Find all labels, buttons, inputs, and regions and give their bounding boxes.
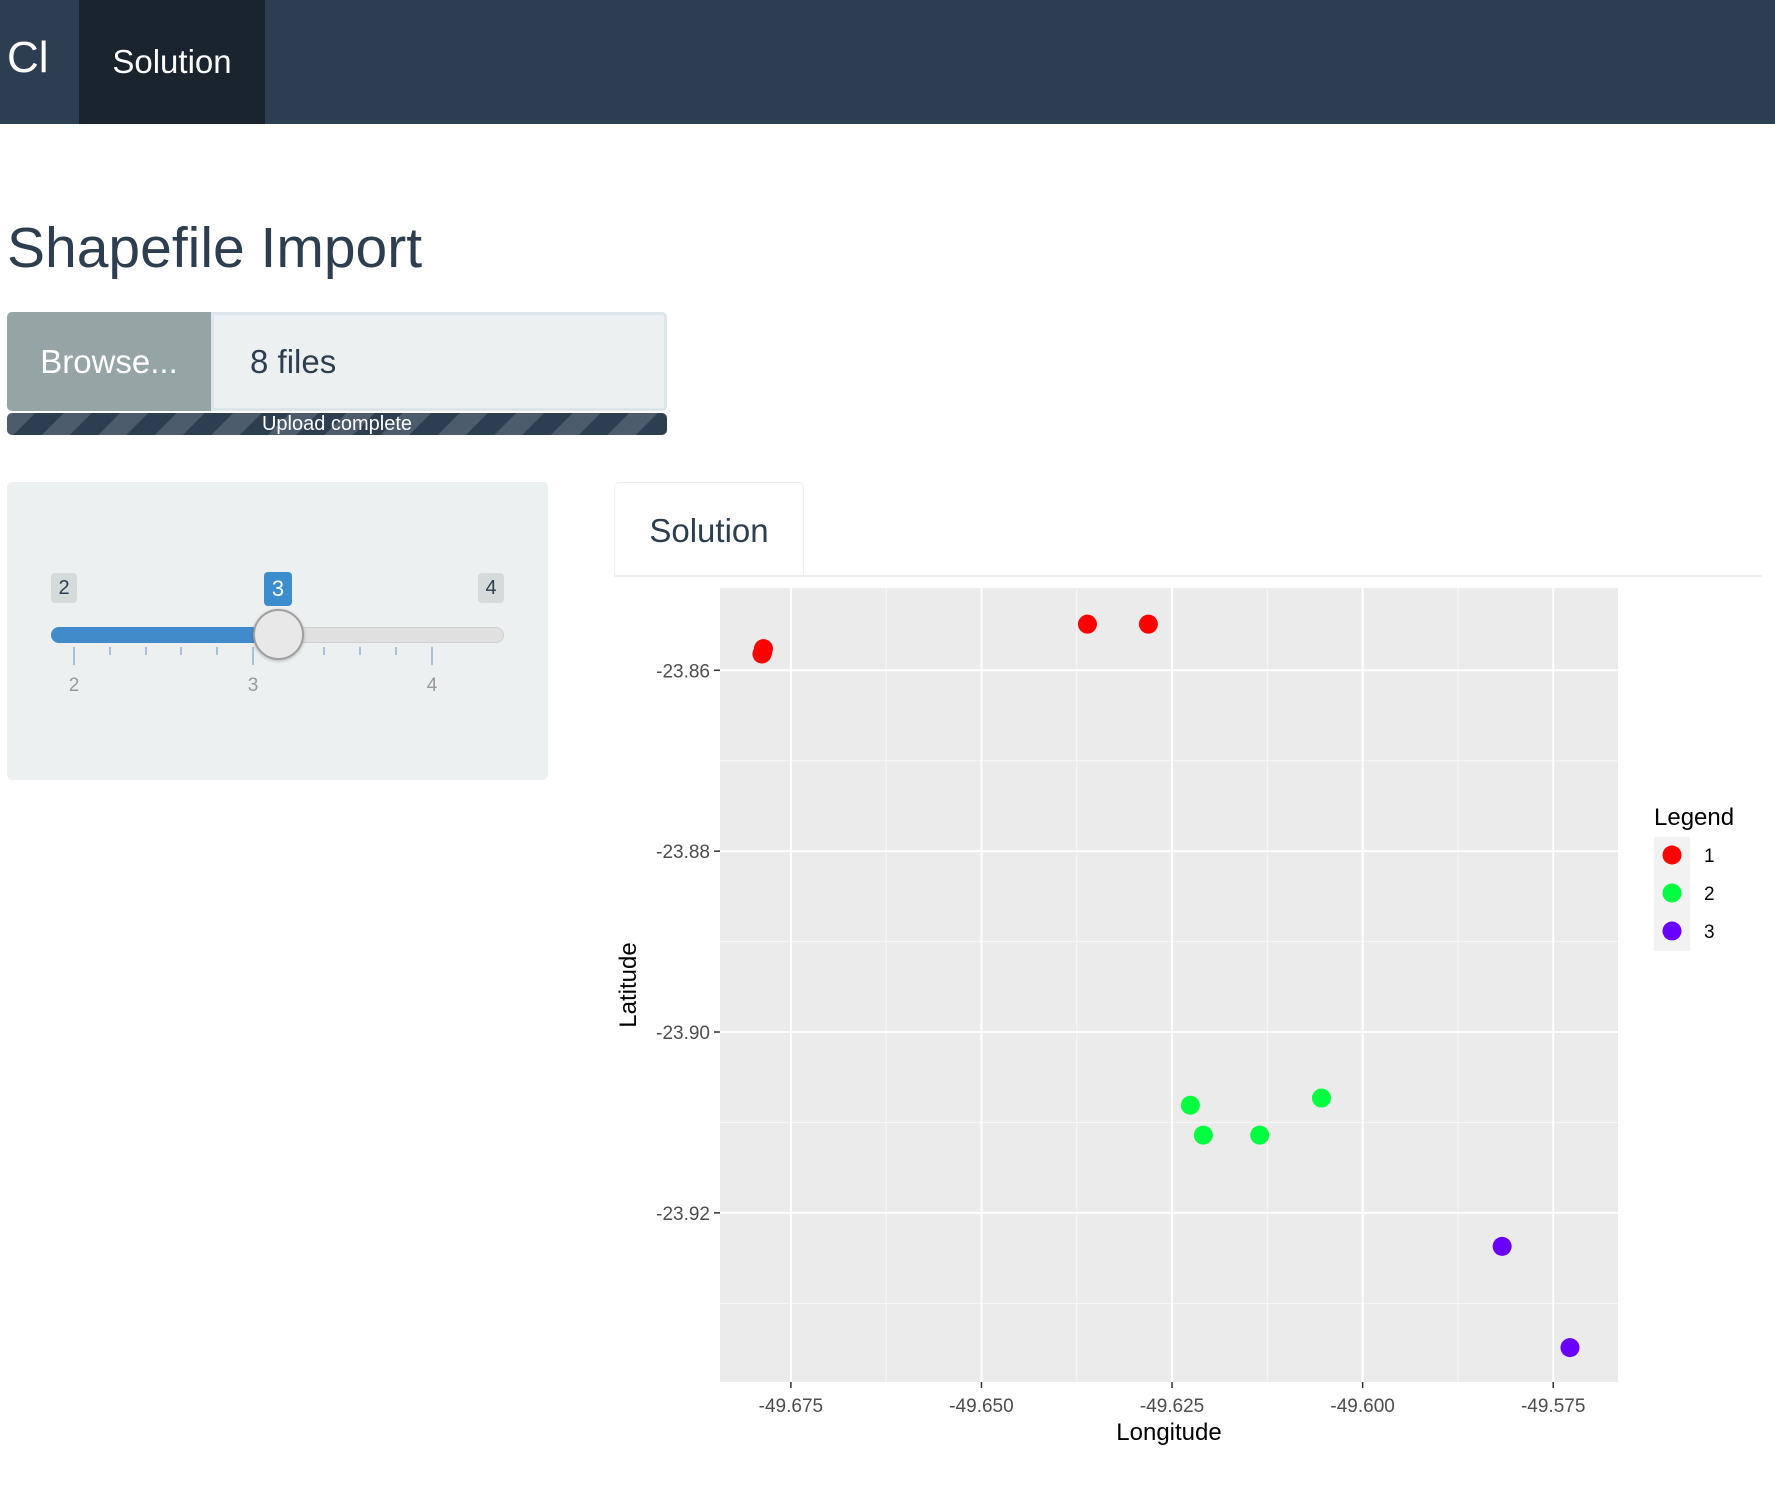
x-tick-label: -49.600 — [1330, 1396, 1394, 1417]
data-point — [1250, 1125, 1270, 1145]
x-tick-label: -49.575 — [1521, 1396, 1585, 1417]
data-point — [753, 642, 773, 662]
navbar: Cl Solution — [0, 0, 1775, 124]
x-tick-label: -49.650 — [949, 1396, 1013, 1417]
plot-panel — [720, 588, 1618, 1382]
slider-max-label: 4 — [478, 573, 504, 603]
file-name-field: 8 files — [211, 312, 667, 411]
legend-label: 3 — [1704, 922, 1715, 943]
y-tick-label: -23.86 — [656, 661, 710, 682]
slider-min-label: 2 — [51, 573, 77, 603]
nav-tab-solution[interactable]: Solution — [79, 0, 265, 124]
data-point — [1077, 614, 1097, 634]
app-brand[interactable]: Cl — [7, 33, 49, 82]
sidebar-panel: 2 4 2 3 4 3 — [7, 482, 548, 780]
legend-title: Legend — [1654, 804, 1734, 831]
slider-fill-bar — [51, 627, 279, 643]
legend-key — [1662, 883, 1682, 903]
x-tick-label: -49.675 — [759, 1396, 823, 1417]
legend-key — [1662, 921, 1682, 941]
slider-tick-label: 2 — [68, 675, 80, 696]
scatter-plot: -49.675 -49.650 -49.625 -49.600 -49.575 -23.8… — [615, 588, 1734, 1446]
upload-progress-bar: Upload complete — [7, 413, 667, 435]
y-tick-label: -23.90 — [656, 1023, 710, 1044]
slider-handle[interactable] — [253, 609, 304, 660]
page-title: Shapefile Import — [7, 216, 423, 280]
data-point — [1560, 1338, 1580, 1358]
tab-divider — [614, 575, 1762, 577]
x-tick-label: -49.625 — [1140, 1396, 1204, 1417]
x-axis-title: Longitude — [1116, 1419, 1221, 1446]
upload-progress-text: Upload complete — [261, 413, 413, 435]
slider-value-label: 3 — [264, 572, 292, 606]
legend-label: 1 — [1704, 846, 1715, 867]
data-point — [1180, 1095, 1200, 1115]
data-point — [1193, 1125, 1213, 1145]
slider-tick-label: 4 — [426, 675, 438, 696]
legend-label: 2 — [1704, 884, 1715, 905]
data-point — [1311, 1088, 1331, 1108]
browse-button[interactable]: Browse... — [7, 312, 211, 411]
tab-solution[interactable]: Solution — [614, 482, 804, 577]
y-tick-label: -23.88 — [656, 842, 710, 863]
y-axis-title: Latitude — [615, 942, 642, 1027]
y-tick-label: -23.92 — [656, 1204, 710, 1225]
legend-key — [1662, 845, 1682, 865]
data-point — [1138, 614, 1158, 634]
slider-tick-label: 3 — [247, 675, 259, 696]
data-point — [1492, 1236, 1512, 1256]
